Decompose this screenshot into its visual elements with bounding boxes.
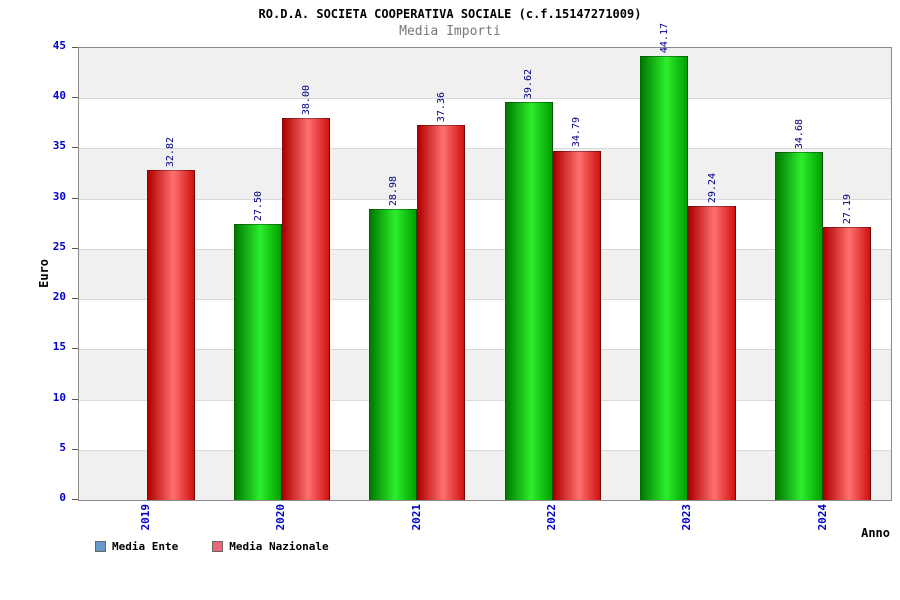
y-axis-title-text: Euro bbox=[37, 258, 51, 288]
legend-swatch-media-nazionale bbox=[212, 541, 224, 552]
bar-value-label: 34.68 bbox=[793, 118, 805, 149]
grid-band bbox=[79, 248, 891, 300]
y-tick-label: 45 bbox=[52, 39, 66, 52]
bar-value-label-box: 27.19 bbox=[823, 194, 871, 224]
y-axis-title: Euro bbox=[36, 47, 52, 499]
bar-media-ente-2023 bbox=[640, 56, 688, 500]
x-category-label-box: 2023 bbox=[619, 504, 754, 531]
bar-value-label: 27.50 bbox=[252, 190, 264, 221]
bar-media-nazionale-2022 bbox=[552, 150, 601, 500]
bar-value-label: 39.62 bbox=[523, 68, 535, 100]
y-tick-label: 15 bbox=[52, 340, 66, 354]
y-tick-mark bbox=[72, 398, 78, 400]
grid-band bbox=[79, 449, 891, 500]
y-tick-mark bbox=[72, 448, 78, 450]
grid-band bbox=[79, 98, 891, 149]
y-tick-mark bbox=[72, 97, 78, 99]
y-tick-label: 5 bbox=[59, 440, 66, 454]
legend-item-media-nazionale: Media Nazionale bbox=[212, 540, 329, 553]
y-tick-label: 30 bbox=[52, 189, 66, 203]
y-gridline bbox=[79, 349, 891, 351]
y-tick-label: 0 bbox=[59, 491, 66, 504]
y-gridline bbox=[79, 248, 891, 250]
bar-media-nazionale-2024 bbox=[823, 226, 872, 500]
bar-media-ente-2022 bbox=[504, 102, 553, 500]
chart-title: RO.D.A. SOCIETA COOPERATIVA SOCIALE (c.f… bbox=[258, 7, 642, 21]
y-tick-mark bbox=[72, 147, 78, 149]
y-tick-label: 40 bbox=[52, 89, 66, 103]
bar-value-label-box: 37.36 bbox=[417, 92, 465, 122]
bar-value-label-box: 39.62 bbox=[505, 69, 553, 99]
bar-media-ente-2020 bbox=[234, 223, 282, 500]
chart-subtitle: Media Importi bbox=[399, 24, 501, 39]
x-category-label: 2022 bbox=[545, 504, 559, 531]
grid-band bbox=[79, 349, 891, 400]
x-category-label: 2020 bbox=[274, 504, 288, 531]
y-tick-mark bbox=[72, 197, 78, 199]
grid-band bbox=[79, 399, 891, 450]
bar-value-label: 38.00 bbox=[300, 85, 312, 116]
legend: Media Ente Media Nazionale bbox=[95, 540, 329, 553]
bar-media-nazionale-2020 bbox=[282, 118, 330, 500]
bar-value-label-box: 28.98 bbox=[369, 176, 417, 206]
legend-item-media-ente: Media Ente bbox=[95, 540, 178, 553]
y-gridline bbox=[79, 148, 891, 150]
y-tick-mark bbox=[72, 298, 78, 300]
bar-media-ente-2021 bbox=[369, 208, 418, 500]
y-tick-label: 35 bbox=[52, 139, 66, 153]
x-category-label: 2021 bbox=[409, 504, 423, 531]
x-category-label: 2024 bbox=[815, 504, 829, 531]
bar-value-label: 37.36 bbox=[435, 91, 447, 122]
bar-value-label: 34.79 bbox=[571, 117, 583, 148]
x-axis-title: Anno bbox=[861, 526, 890, 540]
bar-value-label-box: 27.50 bbox=[234, 191, 282, 221]
y-tick-mark bbox=[72, 247, 78, 249]
bar-value-label: 29.24 bbox=[706, 173, 718, 204]
legend-swatch-media-ente bbox=[95, 541, 106, 552]
x-category-label-box: 2021 bbox=[349, 504, 484, 531]
bar-value-label-box: 34.68 bbox=[775, 119, 823, 149]
bar-media-ente-2024 bbox=[775, 151, 824, 500]
grid-band bbox=[79, 48, 891, 99]
y-gridline bbox=[79, 299, 891, 301]
bar-media-nazionale-2023 bbox=[688, 206, 736, 500]
bar-value-label-box: 29.24 bbox=[688, 173, 736, 203]
y-tick-label: 20 bbox=[52, 290, 66, 304]
y-tick-mark bbox=[72, 47, 78, 48]
bar-media-nazionale-2021 bbox=[417, 124, 466, 500]
y-tick-mark bbox=[72, 499, 78, 500]
bar-media-nazionale-2019 bbox=[146, 170, 195, 500]
y-gridline bbox=[79, 449, 891, 451]
x-category-label-box: 2019 bbox=[78, 504, 213, 531]
y-gridline bbox=[79, 399, 891, 401]
y-gridline bbox=[79, 198, 891, 200]
plot-area: 27.50 28.98 39.62 44.17 34.68 32.82 38.00 37.36… bbox=[78, 23, 892, 501]
bar-value-label-box: 44.17 bbox=[640, 23, 688, 53]
grid-band bbox=[79, 148, 891, 199]
bar-value-label: 44.17 bbox=[658, 23, 670, 54]
bar-value-label: 27.19 bbox=[841, 193, 853, 224]
legend-label-media-nazionale: Media Nazionale bbox=[229, 540, 329, 553]
bar-value-label-box: 32.82 bbox=[147, 137, 195, 167]
bar-value-label-box: 34.79 bbox=[553, 117, 601, 147]
x-category-label: 2019 bbox=[139, 504, 153, 531]
bar-value-label: 28.98 bbox=[387, 175, 399, 206]
y-tick-mark bbox=[72, 348, 78, 350]
grid-band bbox=[79, 198, 891, 249]
y-tick-label: 25 bbox=[52, 239, 66, 253]
x-category-label-box: 2022 bbox=[484, 504, 619, 531]
x-category-label-box: 2024 bbox=[755, 504, 890, 531]
grid-band bbox=[79, 299, 891, 350]
legend-label-media-ente: Media Ente bbox=[112, 540, 179, 553]
x-category-label: 2023 bbox=[680, 504, 694, 531]
y-gridline bbox=[79, 98, 891, 100]
bar-value-label-box: 38.00 bbox=[282, 85, 330, 115]
x-category-label-box: 2020 bbox=[213, 504, 348, 531]
bar-value-label: 32.82 bbox=[165, 137, 177, 168]
y-tick-label: 10 bbox=[52, 390, 66, 404]
